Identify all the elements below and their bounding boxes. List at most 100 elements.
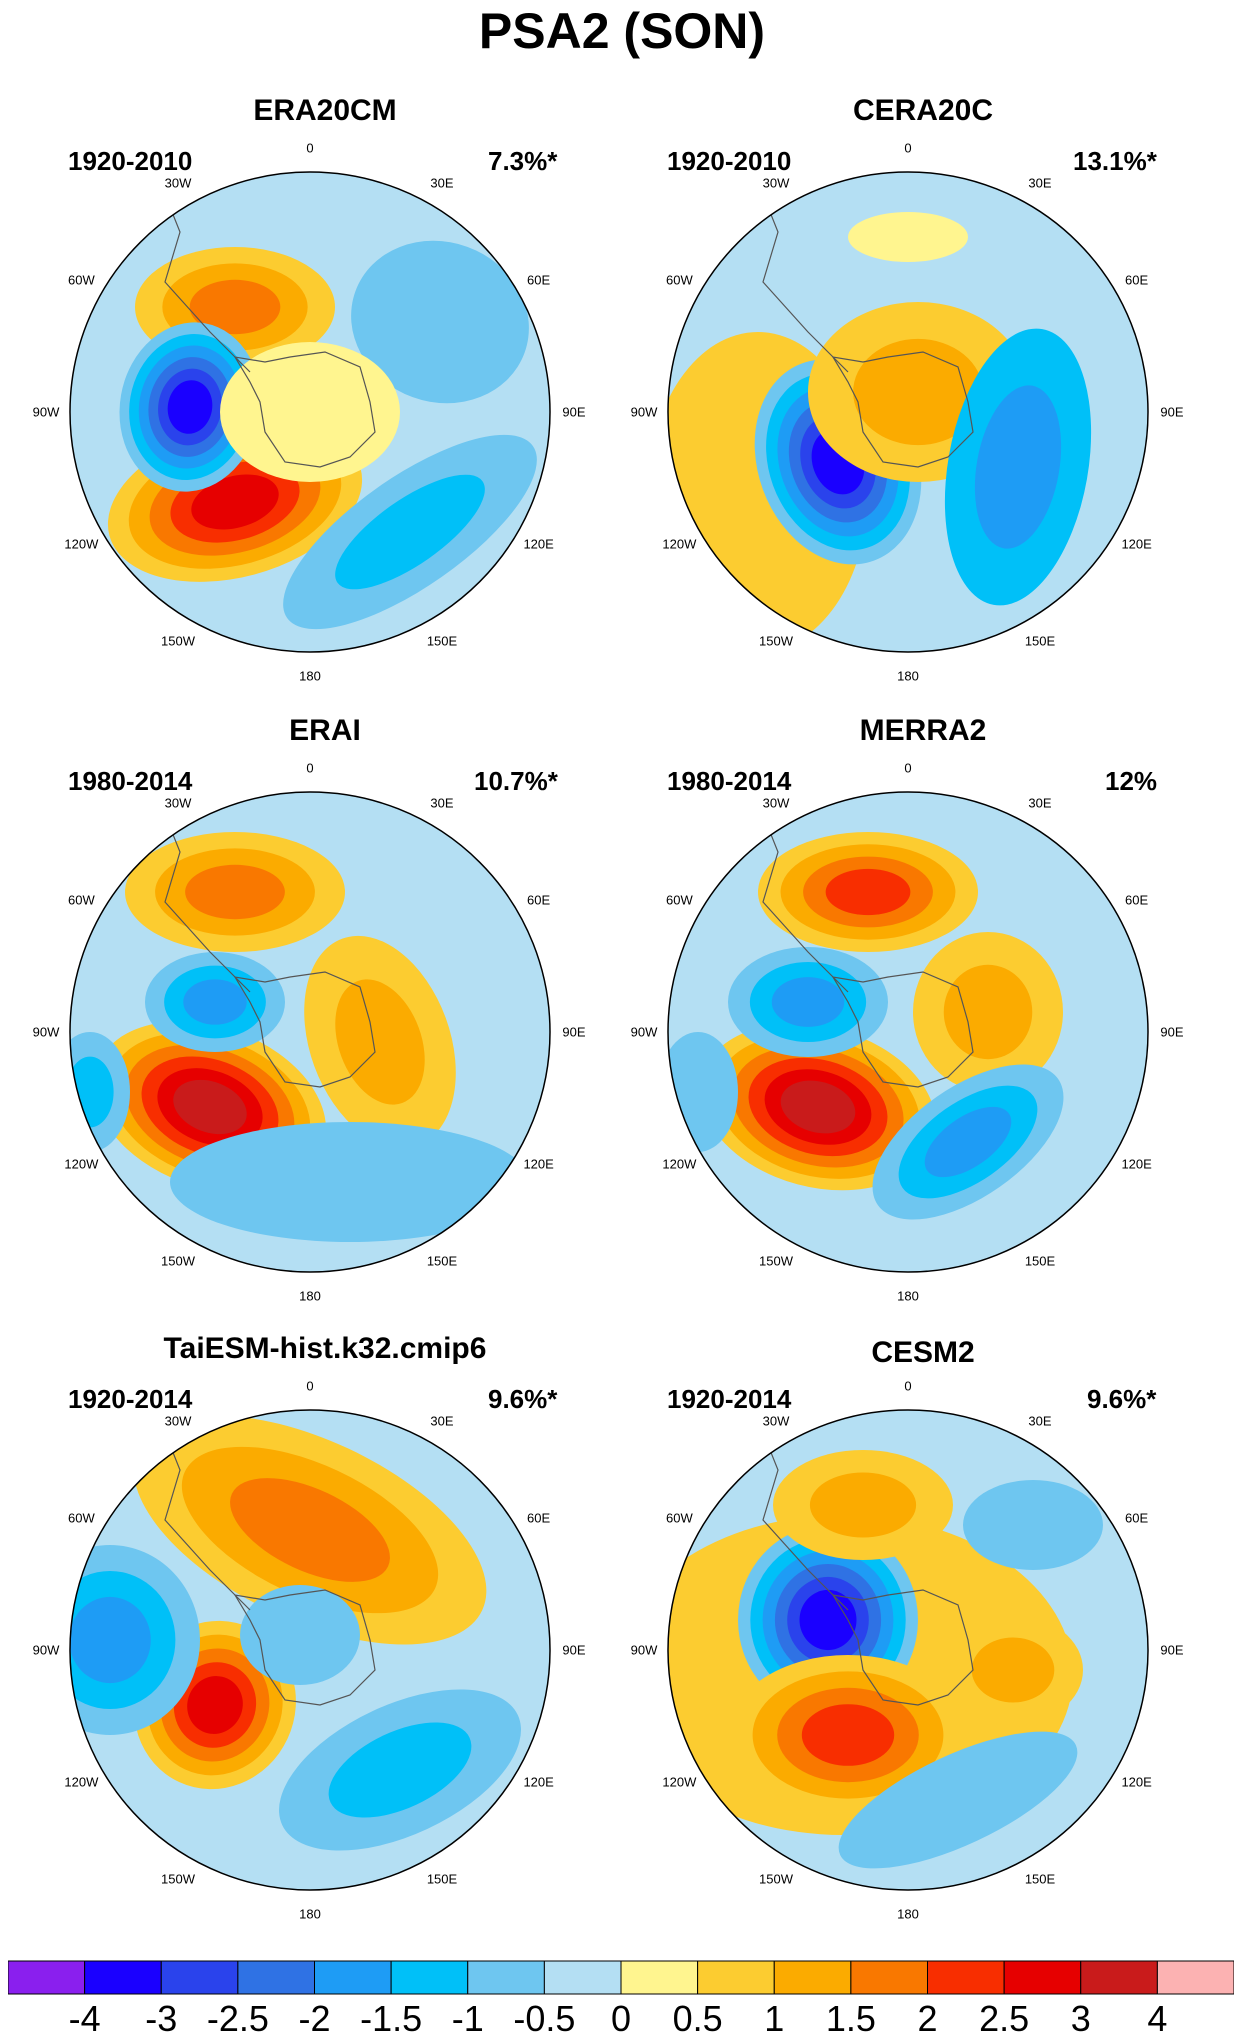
longitude-label: 0 <box>904 760 912 776</box>
colorbar-tick-label: -0.5 <box>513 1998 576 2039</box>
colorbar-tick-label: -2 <box>298 1998 331 2039</box>
longitude-label: 120E <box>1121 1156 1152 1172</box>
colorbar-swatch <box>84 1960 162 1995</box>
colorbar-swatch <box>1156 1960 1234 1995</box>
longitude-label: 30E <box>1028 795 1052 811</box>
anomaly-contour <box>838 1731 1078 1869</box>
longitude-label: 120W <box>64 1156 99 1172</box>
polar-map-cesm2 <box>667 1409 1149 1891</box>
longitude-label: 60W <box>67 1510 95 1526</box>
longitude-label: 150W <box>161 1253 195 1269</box>
polar-map-erai <box>69 791 551 1273</box>
panel-variance-erai: 10.7%* <box>474 766 558 796</box>
anomaly-contour <box>240 1585 360 1685</box>
longitude-label: 0 <box>306 1378 314 1394</box>
colorbar-swatch <box>8 1960 86 1995</box>
colorbar-swatch <box>390 1960 469 1995</box>
anomaly-contour <box>963 1480 1103 1570</box>
colorbar-tick-label: 2.5 <box>979 1998 1030 2039</box>
longitude-label: 150W <box>759 633 793 649</box>
longitude-label: 90E <box>562 1024 586 1040</box>
longitude-label: 120W <box>662 536 697 552</box>
longitude-label: 90W <box>630 1024 658 1040</box>
antarctica-coastline <box>233 1589 376 1706</box>
longitude-label: 90E <box>562 404 586 420</box>
longitude-label: 60W <box>665 892 693 908</box>
longitude-label: 0 <box>904 1378 912 1394</box>
colorbar-tick-label: 0.5 <box>672 1998 723 2039</box>
longitude-label: 30E <box>430 175 454 191</box>
antarctica-coastline <box>831 351 974 468</box>
colorbar-tick-label: -4 <box>68 1998 101 2039</box>
colorbar-tick-label: 3 <box>1070 1998 1091 2039</box>
colorbar-swatch <box>697 1960 775 1995</box>
polar-map-taiesm <box>69 1409 551 1891</box>
panel-variance-era20cm: 7.3%* <box>488 146 558 176</box>
colorbar-tick-label: 0 <box>610 1998 632 2039</box>
longitude-label: 150E <box>1024 1871 1056 1887</box>
panel-period-merra2: 1980-2014 <box>667 766 792 796</box>
colorbar-tick-label: 4 <box>1147 1998 1168 2039</box>
colorbar-tick-label: -1 <box>451 1998 484 2039</box>
anomaly-contour <box>848 212 968 262</box>
anomaly-contour <box>70 1056 114 1128</box>
map-boundary <box>69 1409 551 1891</box>
panel-period-era20cm: 1920-2010 <box>68 146 193 176</box>
antarctica-coastline <box>233 351 376 468</box>
longitude-label: 90W <box>32 1642 60 1658</box>
longitude-label: 60W <box>665 1510 693 1526</box>
longitude-label: 30W <box>164 795 192 811</box>
anomaly-contour <box>220 342 400 482</box>
anomaly-contour <box>189 279 281 335</box>
panel-variance-cera20c: 13.1%* <box>1073 146 1157 176</box>
colorbar-tick-label: -3 <box>145 1998 178 2039</box>
anomaly-contour <box>170 1122 530 1242</box>
panel-variance-taiesm: 9.6%* <box>488 1384 558 1414</box>
anomaly-contour <box>974 385 1062 549</box>
longitude-label: 60W <box>665 272 693 288</box>
panel-title-cera20c: CERA20C <box>852 94 994 127</box>
colorbar-swatch <box>927 1960 1005 1995</box>
anomaly-contour <box>971 1637 1055 1703</box>
longitude-label: 60E <box>527 892 551 908</box>
anomaly-contour <box>70 1596 151 1684</box>
contour-field <box>668 172 1148 652</box>
map-boundary <box>667 791 1149 1273</box>
colorbar-swatch <box>1080 1960 1158 1995</box>
panel-period-cera20c: 1920-2010 <box>667 146 792 176</box>
longitude-label: 30W <box>762 175 790 191</box>
anomaly-contour <box>328 1722 472 1818</box>
longitude-label: 0 <box>306 760 314 776</box>
map-boundary <box>69 791 551 1273</box>
map-boundary <box>69 171 551 653</box>
panel-period-erai: 1980-2014 <box>68 766 193 796</box>
longitude-label: 90E <box>562 1642 586 1658</box>
colorbar-tick-label: 1.5 <box>825 1998 876 2039</box>
contour-field <box>70 172 550 652</box>
longitude-label: 120E <box>1121 536 1152 552</box>
longitude-label: 90W <box>630 404 658 420</box>
anomaly-contour <box>230 1478 390 1582</box>
longitude-label: 120E <box>523 1156 554 1172</box>
longitude-label: 60E <box>1125 272 1149 288</box>
longitude-label: 180 <box>897 1288 919 1304</box>
anomaly-contour <box>183 979 247 1025</box>
longitude-label: 150E <box>426 1871 458 1887</box>
longitude-label: 30W <box>762 1413 790 1429</box>
longitude-label: 60E <box>1125 1510 1149 1526</box>
anomaly-contour <box>167 380 213 434</box>
contour-field <box>668 792 1148 1272</box>
longitude-label: 60E <box>527 1510 551 1526</box>
colorbar-tick-label: -1.5 <box>360 1998 423 2039</box>
panel-period-cesm2: 1920-2014 <box>667 1384 792 1414</box>
longitude-label: 150E <box>1024 633 1056 649</box>
antarctica-coastline <box>233 971 376 1088</box>
colorbar-tick-label: -2.5 <box>206 1998 269 2039</box>
longitude-label: 30W <box>164 175 192 191</box>
longitude-label: 90W <box>630 1642 658 1658</box>
longitude-label: 120E <box>1121 1774 1152 1790</box>
anomaly-contour <box>809 1472 917 1538</box>
anomaly-contour <box>351 240 529 404</box>
panel-title-taiesm: TaiESM-hist.k32.cmip6 <box>163 1332 487 1365</box>
map-boundary <box>667 1409 1149 1891</box>
